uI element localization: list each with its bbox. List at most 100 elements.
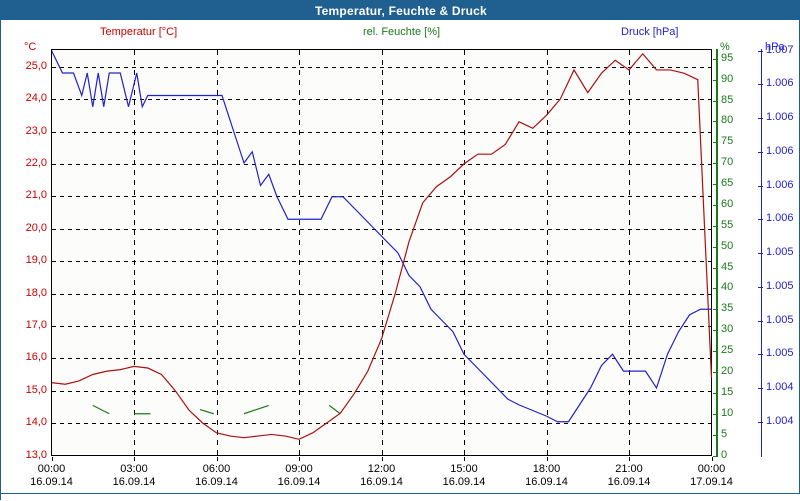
humidity-axis-tick-mark (713, 163, 718, 165)
bottom-axis-tick-label: 15:00 16.09.14 (429, 463, 499, 489)
bottom-axis-tick-label: 06:00 16.09.14 (182, 463, 252, 489)
pressure-axis-tick-label: 1.005 (766, 279, 794, 292)
left-axis-tick-label: 13,0 (25, 448, 47, 461)
horizontal-gridlines (52, 67, 711, 424)
left-axis-tick-label: 21,0 (25, 189, 47, 202)
legend-item-pressure: Druck [hPa] (621, 26, 678, 38)
humidity-axis-tick-label: 5 (721, 427, 728, 440)
bottom-axis-time: 00:00 (37, 463, 66, 475)
pressure-axis-tick-label: 1.005 (766, 347, 794, 360)
legend-label-pressure: Druck [hPa] (621, 26, 679, 38)
humidity-axis-tick-label: 30 (721, 323, 734, 336)
pressure-axis-tick-mark (758, 421, 763, 423)
humidity-axis-tick-mark (713, 267, 718, 269)
left-axis-tick-label: 15,0 (25, 383, 47, 396)
pressure-axis-tick-label: 1.004 (766, 381, 794, 393)
humidity-fragment (243, 404, 269, 415)
left-axis-tick-label: 18,0 (25, 286, 47, 299)
legend-item-temperature: Temperatur [°C] (100, 26, 177, 38)
bottom-axis-tick-mark (217, 457, 218, 461)
humidity-axis-tick-mark (713, 100, 718, 102)
bottom-axis-time: 00:00 (697, 463, 726, 475)
window-title-bar: Temperatur, Feuchte & Druck (1, 1, 800, 20)
window-bottom-border (1, 493, 800, 501)
left-axis-tick-label: 17,0 (25, 318, 47, 331)
bottom-axis-tick-label: 00:00 16.09.14 (17, 463, 87, 489)
humidity-axis-tick-label: 90 (721, 72, 734, 85)
bottom-axis-tick-label: 12:00 16.09.14 (347, 463, 417, 489)
humidity-axis-tick-label: 85 (721, 93, 734, 106)
humidity-axis-tick-mark (713, 142, 718, 144)
humidity-axis-tick-mark (713, 225, 718, 227)
humidity-axis-tick-label: 80 (721, 114, 734, 127)
bottom-axis-tick-mark (629, 457, 630, 461)
window-title: Temperatur, Feuchte & Druck (315, 3, 487, 18)
bottom-axis-tick-mark (134, 457, 135, 461)
temperature-series (51, 52, 712, 440)
humidity-axis-tick-label: 75 (721, 135, 734, 148)
left-axis-tick-label: 16,0 (25, 351, 47, 364)
bottom-axis-time: 03:00 (120, 463, 148, 475)
bottom-axis-tick-label: 18:00 16.09.14 (512, 463, 582, 489)
left-axis-unit: °C (24, 41, 37, 53)
humidity-axis-tick-mark (713, 246, 718, 248)
left-axis-tick-label: 14,0 (25, 416, 47, 429)
humidity-axis-tick-mark (713, 309, 718, 311)
humidity-fragment (92, 404, 110, 415)
bottom-axis-tick-mark (299, 457, 300, 461)
humidity-axis-tick-mark (713, 413, 718, 415)
bottom-axis-time: 15:00 (450, 463, 478, 475)
humidity-fragment (199, 408, 214, 415)
humidity-axis-tick-mark (713, 288, 718, 290)
bottom-axis-date: 16.09.14 (112, 476, 156, 488)
bottom-axis-tick-mark (382, 457, 383, 461)
pressure-axis-tick-mark (758, 253, 763, 254)
humidity-axis-line (716, 49, 718, 457)
pressure-axis-tick-mark (758, 118, 763, 119)
bottom-axis-tick-label: 03:00 16.09.14 (99, 463, 169, 489)
pressure-axis-tick-label: 1.007 (766, 43, 794, 56)
bottom-axis-time: 06:00 (202, 463, 231, 475)
bottom-axis-tick-label: 00:00 17.09.14 (677, 463, 747, 489)
pressure-axis-tick-mark (758, 388, 763, 389)
bottom-axis-tick-label: 21:00 16.09.14 (594, 463, 664, 489)
bottom-axis-date: 16.09.14 (442, 476, 486, 488)
humidity-axis-tick-label: 60 (721, 197, 734, 210)
pressure-axis-tick-label: 1.005 (766, 313, 794, 326)
humidity-axis-tick-label: 15 (721, 385, 734, 398)
humidity-axis-tick-label: 65 (721, 177, 734, 190)
humidity-axis-tick-label: 50 (721, 239, 734, 252)
humidity-axis-tick-mark (713, 121, 718, 123)
chart-svg (51, 49, 712, 456)
left-axis-tick-label: 20,0 (25, 221, 47, 234)
humidity-axis-tick-label: 95 (721, 51, 734, 64)
pressure-axis-tick-mark (758, 219, 763, 221)
bottom-axis-date: 16.09.14 (360, 476, 403, 488)
bottom-axis-time: 09:00 (285, 463, 313, 475)
plot-background (51, 49, 712, 456)
left-axis-tick-label: 22,0 (25, 156, 47, 169)
bottom-axis-tick-label: 09:00 16.09.14 (264, 463, 334, 489)
bottom-axis-tick-mark (547, 457, 548, 461)
humidity-series (92, 404, 341, 415)
humidity-axis-tick-label: 0 (721, 448, 728, 461)
humidity-axis-tick-mark (713, 392, 718, 394)
humidity-axis-tick-mark (713, 184, 718, 186)
pressure-axis-tick-mark (758, 354, 763, 356)
pressure-axis-tick-mark (758, 185, 763, 187)
left-axis-tick-label: 23,0 (25, 124, 47, 137)
humidity-axis-tick-mark (713, 330, 718, 332)
humidity-axis-tick-label: 40 (721, 281, 734, 294)
pressure-axis-tick-label: 1.005 (766, 246, 794, 258)
pressure-axis-tick-mark (758, 286, 763, 288)
pressure-axis-tick-label: 1.006 (766, 212, 794, 225)
pressure-axis-tick-label: 1.006 (766, 111, 794, 123)
left-axis-tick-label: 25,0 (25, 59, 47, 72)
humidity-axis-tick-mark (713, 371, 718, 373)
humidity-axis-tick-label: 55 (721, 218, 734, 231)
humidity-fragment (328, 404, 341, 415)
plot-area (51, 49, 712, 456)
bottom-axis-date: 16.09.14 (277, 476, 321, 488)
bottom-axis-date: 16.09.14 (525, 476, 568, 488)
